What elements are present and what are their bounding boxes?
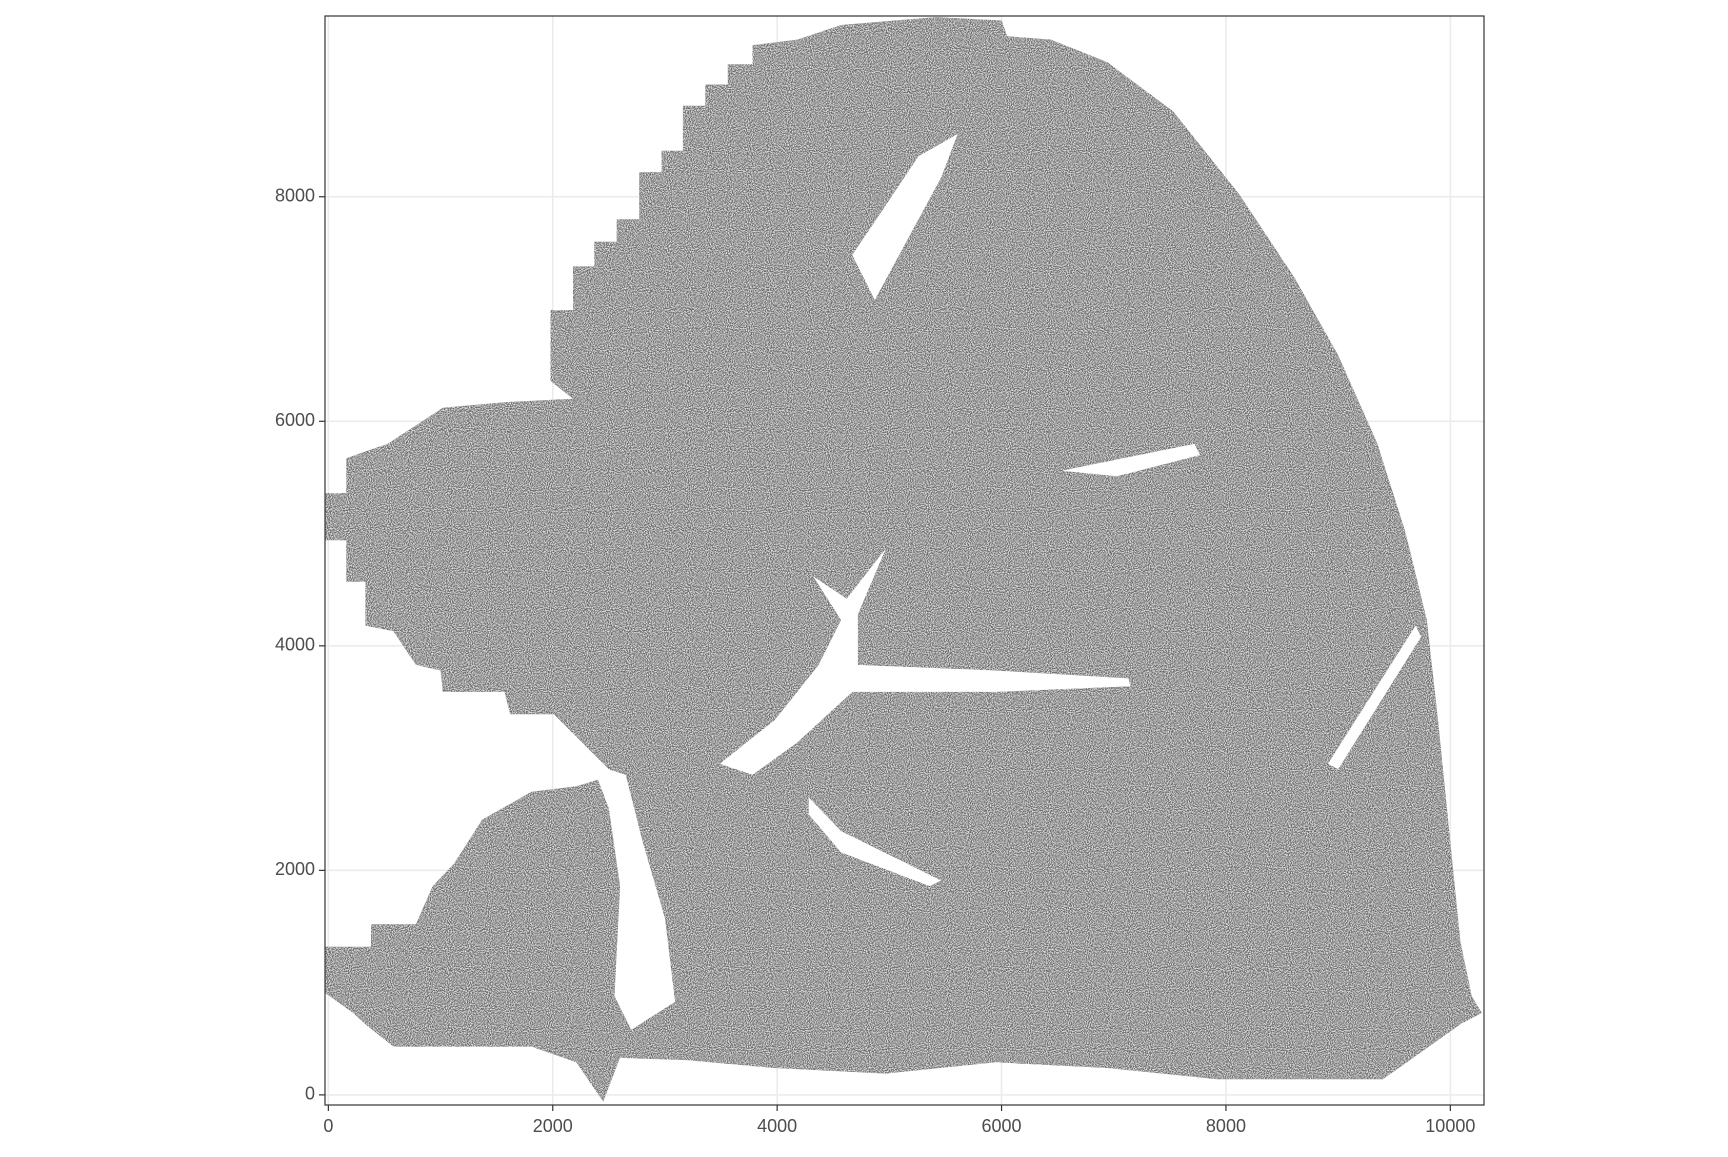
y-tick-label: 8000 [275,186,315,206]
vessel-hole [592,763,676,1030]
vessel-hole [808,797,941,887]
vessel-hole [1328,625,1422,770]
vessel-hole [852,133,958,300]
vessel-hole [1062,443,1201,477]
y-tick-label: 0 [305,1084,315,1104]
x-tick-label: 8000 [1206,1116,1246,1136]
plot-area [325,17,1482,1102]
x-tick-label: 6000 [982,1116,1022,1136]
x-tick-label: 4000 [757,1116,797,1136]
x-tick-label: 10000 [1425,1116,1475,1136]
panel-border [324,15,1485,1106]
y-tick-label: 2000 [275,859,315,879]
vessel-hole [719,548,1131,775]
y-tick-label: 4000 [275,635,315,655]
axes: 0 2000 4000 6000 8000 10000 0 2000 4000 6000 8000 [275,186,1475,1136]
x-tick-label: 2000 [533,1116,573,1136]
y-tick-label: 6000 [275,410,315,430]
x-tick-label: 0 [323,1116,333,1136]
